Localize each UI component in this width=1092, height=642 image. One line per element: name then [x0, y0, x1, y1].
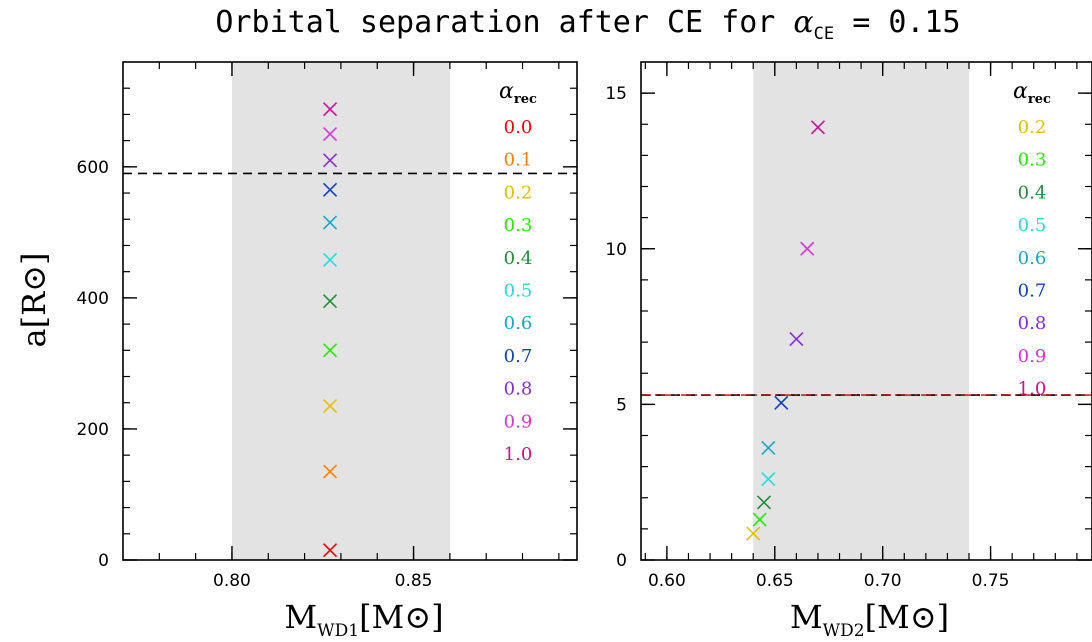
data-point	[322, 215, 338, 230]
data-point	[774, 395, 789, 410]
legend-entry: 0.2	[1018, 117, 1047, 138]
data-point	[322, 127, 338, 142]
legend-entry: 0.4	[1018, 182, 1047, 203]
legend-entry: 0.3	[504, 215, 533, 236]
x-tick-label: 0.75	[972, 571, 1010, 591]
legend-entry: 0.5	[504, 281, 533, 302]
y-tick-label: 5	[616, 395, 627, 415]
legend-entry: 0.8	[504, 379, 533, 400]
x-tick-label: 0.80	[213, 571, 251, 591]
x-tick-label: 0.60	[648, 571, 686, 591]
data-point	[810, 120, 826, 135]
legend-entry: 0.9	[1018, 346, 1047, 367]
legend-entry: 1.0	[1018, 379, 1047, 400]
data-point	[761, 440, 776, 456]
legend-entry: 0.2	[504, 182, 533, 203]
panel-2: 0.60 0.65 0.70 0.75 0 5 10 15 MWD2[M⊙] αrec 0.2 0.3…	[605, 61, 1092, 641]
data-point	[322, 464, 338, 479]
legend-entry: 1.0	[504, 444, 533, 465]
data-point	[756, 495, 772, 510]
x-axis-label: MWD2[M⊙]	[790, 598, 949, 641]
legend-entry: 0.6	[1018, 248, 1047, 269]
data-point	[752, 512, 767, 527]
plot-frame	[122, 61, 578, 561]
x-tick-label: 0.85	[395, 571, 433, 591]
data-point	[322, 182, 338, 197]
data-point	[322, 543, 338, 558]
y-tick-label: 0	[616, 551, 627, 571]
data-point	[800, 241, 815, 256]
data-point	[761, 472, 776, 487]
data-point	[322, 252, 338, 267]
legend-title: αrec	[499, 79, 537, 107]
legend-entry: 0.0	[504, 117, 533, 138]
y-tick-label: 10	[605, 240, 627, 260]
legend-title: αrec	[1013, 79, 1051, 107]
data-point	[746, 526, 761, 541]
y-tick-label: 0	[98, 551, 109, 571]
legend-entry: 0.6	[504, 313, 533, 334]
data-point	[322, 102, 338, 117]
y-axis-label: a[R⊙]	[15, 253, 53, 348]
x-tick-label: 0.70	[864, 571, 902, 591]
x-axis-label: MWD1[M⊙]	[284, 598, 443, 641]
y-tick-label: 15	[605, 84, 627, 104]
y-tick-label: 600	[77, 158, 109, 178]
legend-entry: 0.1	[504, 150, 533, 171]
legend-entry: 0.8	[1018, 313, 1047, 334]
legend-entry: 0.7	[504, 346, 533, 367]
legend-entry: 0.7	[1018, 281, 1047, 302]
shaded-region	[231, 62, 450, 560]
legend-entry: 0.9	[504, 411, 533, 432]
figure-title: Orbital separation after CE for αCE = 0.…	[215, 5, 960, 44]
shaded-region	[753, 62, 969, 560]
data-point	[322, 153, 338, 168]
panel-1: 0.80 0.85 0 200 400 600 MWD1[M⊙] a[R⊙] αrec 0.0 0.…	[15, 61, 578, 641]
data-point	[789, 331, 804, 347]
legend-entry: 0.5	[1018, 215, 1047, 236]
data-point	[322, 294, 338, 309]
legend-entry: 0.4	[504, 248, 533, 269]
x-tick-label: 0.65	[756, 571, 794, 591]
data-point	[322, 343, 338, 358]
legend-entry: 0.3	[1018, 150, 1047, 171]
data-point	[322, 398, 338, 414]
y-tick-label: 200	[77, 420, 109, 440]
y-tick-label: 400	[77, 289, 109, 309]
